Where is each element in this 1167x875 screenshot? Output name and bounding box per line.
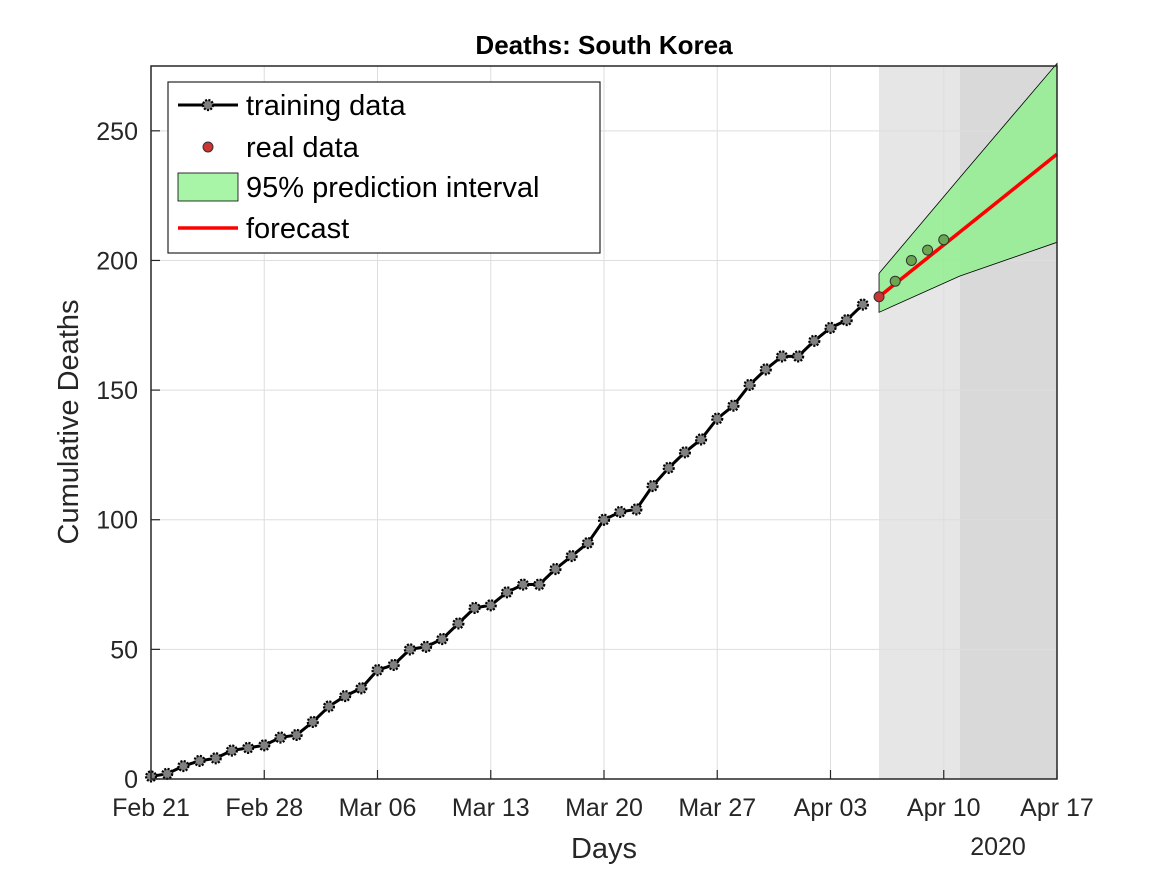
training-data-point xyxy=(775,350,789,363)
x-axis-year-label: 2020 xyxy=(970,833,1026,861)
legend-box xyxy=(167,81,601,254)
training-data-point xyxy=(193,754,206,767)
legend-label: training data xyxy=(246,90,406,122)
real-data-point xyxy=(905,254,917,266)
training-data-point xyxy=(306,715,319,729)
training-data-point xyxy=(565,549,578,563)
training-data-point xyxy=(241,741,255,754)
training-data-point xyxy=(614,505,627,519)
training-data-point xyxy=(597,513,611,526)
training-data-point xyxy=(630,503,643,516)
x-tick-label: Apr 10 xyxy=(907,794,981,822)
y-tick-label: 150 xyxy=(96,377,138,405)
real-data-point xyxy=(889,275,901,287)
training-data-point xyxy=(258,739,271,752)
training-data-point xyxy=(436,632,449,646)
real-data-point xyxy=(938,234,950,246)
training-data-point xyxy=(727,399,740,412)
x-axis-label: Days xyxy=(571,833,637,865)
legend: training data real data 95% prediction int… xyxy=(167,81,601,254)
x-tick-label: Mar 27 xyxy=(678,794,756,822)
training-data-point xyxy=(678,446,691,459)
training-data-point xyxy=(371,664,384,677)
training-data-point xyxy=(549,562,562,576)
training-data-point xyxy=(209,752,222,765)
training-data-point xyxy=(808,334,821,347)
legend-label: 95% prediction interval xyxy=(246,172,539,204)
training-data-point xyxy=(581,536,594,550)
legend-label: forecast xyxy=(246,213,349,245)
x-tick-label: Mar 13 xyxy=(452,794,530,822)
training-data-point xyxy=(840,313,853,327)
training-data-point xyxy=(225,744,238,757)
forecast-line xyxy=(877,152,1059,299)
y-tick-label: 50 xyxy=(110,636,138,664)
x-tick-label: Feb 21 xyxy=(112,794,190,822)
training-data-point xyxy=(694,433,708,446)
training-data-point xyxy=(161,767,174,780)
training-data-point xyxy=(322,700,336,713)
training-data-point xyxy=(500,586,514,599)
y-axis-label: Cumulative Deaths xyxy=(53,300,85,545)
legend-swatch-interval xyxy=(177,172,239,202)
training-data-point xyxy=(468,601,481,614)
training-data-point xyxy=(743,378,756,392)
training-data-point xyxy=(452,617,465,630)
training-data-point xyxy=(533,578,546,591)
training-data-point xyxy=(403,643,416,656)
legend-label: real data xyxy=(246,132,360,164)
training-data-point xyxy=(856,298,869,311)
x-tick-label: Feb 28 xyxy=(225,794,303,822)
real-data-point xyxy=(873,291,885,303)
training-data-point xyxy=(662,461,675,474)
training-data-point xyxy=(646,479,659,493)
legend-marker-training xyxy=(201,98,215,112)
x-tick-label: Apr 03 xyxy=(794,794,868,822)
training-data-point xyxy=(711,412,724,425)
training-data-point xyxy=(274,731,287,744)
legend-marker-real xyxy=(202,141,214,153)
training-data-point xyxy=(759,363,772,376)
training-data-point xyxy=(290,728,303,742)
training-data-point xyxy=(517,578,530,591)
training-data-point xyxy=(792,350,805,363)
shaded-region-1 xyxy=(879,66,960,779)
y-tick-label: 0 xyxy=(124,766,138,794)
real-data-point xyxy=(922,244,934,256)
y-tick-label: 200 xyxy=(96,247,138,275)
chart-title: Deaths: South Korea xyxy=(475,30,733,60)
y-tick-label: 100 xyxy=(96,507,138,535)
training-data-point xyxy=(387,658,400,672)
training-data-point xyxy=(824,321,837,334)
training-data-point xyxy=(339,689,352,703)
training-data-point xyxy=(484,599,497,612)
training-data-point xyxy=(419,640,433,653)
training-data-point xyxy=(355,682,368,695)
x-tick-label: Mar 20 xyxy=(565,794,643,822)
x-tick-label: Mar 06 xyxy=(339,794,417,822)
x-tick-label: Apr 17 xyxy=(1020,794,1094,822)
y-tick-label: 250 xyxy=(96,118,138,146)
training-data-point xyxy=(177,759,190,773)
